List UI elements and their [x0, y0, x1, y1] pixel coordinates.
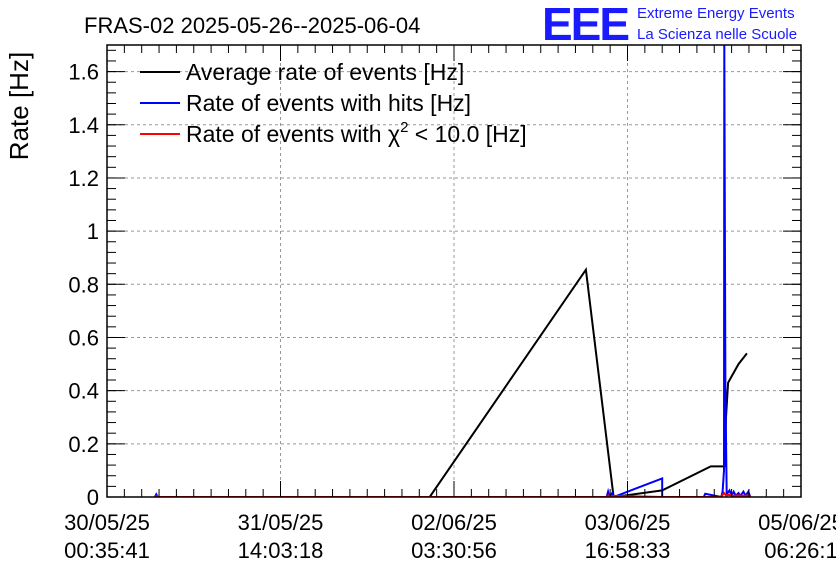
- tick-labels: 0 0.2 0.4 0.6 0.8 1 1.2 1.4 1.6 30/05/25 00:35:41 3…: [64, 60, 836, 563]
- x-tick-label-date: 30/05/25: [64, 510, 150, 535]
- x-tick-label-time: 06:26:1: [764, 538, 836, 563]
- legend-chi2-suffix: < 10.0 [Hz]: [408, 121, 526, 147]
- legend-label-chi2: Rate of events with χ2 < 10.0 [Hz]: [186, 119, 527, 147]
- series-lines: [154, 45, 752, 497]
- x-tick-label-date: 03/06/25: [585, 510, 671, 535]
- legend-label-hits: Rate of events with hits [Hz]: [186, 90, 471, 116]
- x-tick-label-date: 02/06/25: [411, 510, 497, 535]
- legend-label-average: Average rate of events [Hz]: [186, 59, 464, 85]
- eee-logo-text: EEE: [542, 0, 628, 50]
- logo-line-1: Extreme Energy Events: [637, 5, 795, 22]
- eee-logo: EEE Extreme Energy Events La Scienza nel…: [542, 0, 797, 50]
- y-tick-label: 1.6: [68, 60, 99, 85]
- series-line-0: [154, 266, 748, 497]
- series-line-2: [154, 491, 751, 497]
- y-tick-label: 0.6: [68, 325, 99, 350]
- grid-lines: [107, 45, 801, 497]
- x-tick-label-time: 16:58:33: [585, 538, 671, 563]
- y-tick-label: 0.4: [68, 379, 99, 404]
- x-tick-label-time: 03:30:56: [411, 538, 497, 563]
- y-tick-label: 0.8: [68, 272, 99, 297]
- legend: Average rate of events [Hz] Rate of even…: [140, 59, 527, 147]
- legend-chi2-sup: 2: [400, 119, 408, 136]
- x-tick-label-time: 00:35:41: [64, 538, 150, 563]
- y-axis-title: Rate [Hz]: [4, 52, 34, 160]
- chart-title: FRAS-02 2025-05-26--2025-06-04: [84, 13, 420, 38]
- legend-chi2-symbol: χ: [388, 121, 400, 147]
- y-tick-label: 1: [87, 219, 99, 244]
- x-tick-label-date: 31/05/25: [238, 510, 324, 535]
- logo-line-2: La Scienza nelle Scuole: [637, 26, 797, 43]
- x-tick-label-date: 05/06/25: [758, 510, 836, 535]
- y-tick-label: 0.2: [68, 432, 99, 457]
- x-tick-label-time: 14:03:18: [238, 538, 324, 563]
- y-tick-label: 1.2: [68, 166, 99, 191]
- axis-ticks: [106, 45, 802, 498]
- y-tick-label: 0: [87, 485, 99, 510]
- y-tick-label: 1.4: [68, 113, 99, 138]
- legend-chi2-prefix: Rate of events with: [186, 121, 388, 147]
